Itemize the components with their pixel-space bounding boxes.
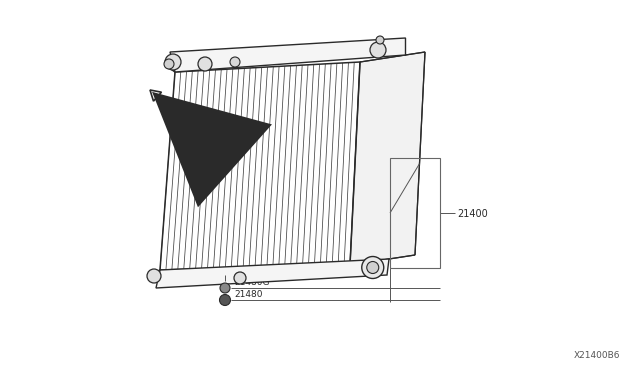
Bar — [390, 158, 440, 268]
Text: 21480: 21480 — [234, 290, 262, 299]
Text: X21400B6: X21400B6 — [573, 351, 620, 360]
Circle shape — [362, 257, 384, 279]
Text: 21480G: 21480G — [234, 278, 269, 287]
Circle shape — [376, 36, 384, 44]
Circle shape — [230, 57, 240, 67]
Circle shape — [370, 42, 386, 58]
Text: FRONT: FRONT — [182, 112, 218, 122]
Circle shape — [164, 59, 174, 69]
Polygon shape — [350, 52, 425, 265]
Text: 21400: 21400 — [457, 209, 488, 219]
Circle shape — [165, 54, 181, 70]
Circle shape — [234, 272, 246, 284]
Circle shape — [220, 283, 230, 293]
Polygon shape — [170, 38, 406, 72]
Circle shape — [367, 262, 379, 273]
Circle shape — [220, 295, 230, 305]
Circle shape — [147, 269, 161, 283]
Circle shape — [198, 57, 212, 71]
Polygon shape — [156, 259, 389, 288]
